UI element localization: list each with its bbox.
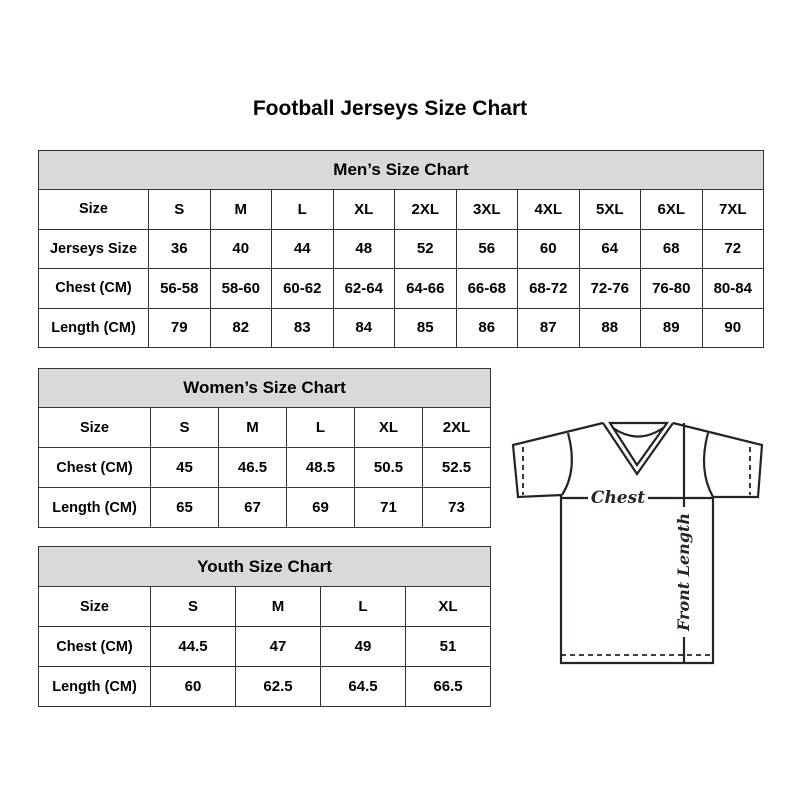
table-cell: M [218, 407, 287, 448]
table-cell: 60 [517, 228, 580, 269]
row-label: Size [38, 189, 149, 230]
table-cell: 40 [209, 228, 272, 269]
row-label: Size [38, 407, 151, 448]
table-cell: 60-62 [271, 268, 334, 309]
table-cell: 88 [578, 307, 641, 348]
table-cell: 48.5 [286, 447, 355, 488]
table-cell: 73 [422, 487, 491, 528]
table-cell: 62.5 [235, 666, 321, 707]
table-cell: 49 [320, 626, 406, 667]
table-cell: 85 [394, 307, 457, 348]
youth-size-table: Youth Size Chart Size S M L XL Chest (CM) 44.5 4… [38, 546, 491, 707]
table-cell: 69 [286, 487, 355, 528]
table-row: Size S M L XL 2XL 3XL 4XL 5XL 6XL 7XL [38, 189, 764, 230]
table-heading: Men’s Size Chart [38, 150, 764, 190]
table-row: Length (CM) 65 67 69 71 73 [38, 487, 491, 528]
table-cell: 80-84 [701, 268, 764, 309]
row-label: Jerseys Size [38, 228, 149, 269]
table-row: Length (CM) 60 62.5 64.5 66.5 [38, 666, 491, 707]
table-cell: 36 [148, 228, 211, 269]
page-title: Football Jerseys Size Chart [252, 97, 528, 120]
table-cell: 66-68 [455, 268, 518, 309]
table-cell: 44 [271, 228, 334, 269]
table-cell: 60 [150, 666, 236, 707]
table-cell: 76-80 [640, 268, 703, 309]
front-length-label: Front Length [674, 513, 693, 632]
table-cell: XL [354, 407, 423, 448]
table-cell: 79 [148, 307, 211, 348]
table-cell: 2XL [422, 407, 491, 448]
table-cell: XL [332, 189, 395, 230]
womens-size-table: Women’s Size Chart Size S M L XL 2XL Chest (CM)… [38, 368, 491, 528]
row-label: Length (CM) [38, 307, 149, 348]
table-cell: 90 [701, 307, 764, 348]
table-cell: 68-72 [517, 268, 580, 309]
row-label: Chest (CM) [38, 447, 151, 488]
table-cell: 86 [455, 307, 518, 348]
table-cell: 82 [209, 307, 272, 348]
table-cell: 6XL [640, 189, 703, 230]
table-row: Size S M L XL [38, 586, 491, 627]
chest-label: Chest [591, 488, 645, 508]
jersey-outline [511, 421, 764, 665]
table-cell: 56-58 [148, 268, 211, 309]
table-cell: 52.5 [422, 447, 491, 488]
table-cell: 62-64 [332, 268, 395, 309]
table-heading: Women’s Size Chart [38, 368, 491, 408]
row-label: Size [38, 586, 151, 627]
table-cell: 47 [235, 626, 321, 667]
table-row: Length (CM) 79 82 83 84 85 86 87 88 89 90 [38, 307, 764, 348]
mens-size-table: Men’s Size Chart Size S M L XL 2XL 3XL 4XL 5XL 6XL… [38, 150, 764, 348]
table-cell: 64.5 [320, 666, 406, 707]
table-cell: S [150, 586, 236, 627]
table-cell: M [235, 586, 321, 627]
table-cell: 68 [640, 228, 703, 269]
table-cell: L [320, 586, 406, 627]
table-cell: 71 [354, 487, 423, 528]
table-row: Jerseys Size 36 40 44 48 52 56 60 64 68 72 [38, 228, 764, 269]
table-cell: 48 [332, 228, 395, 269]
table-cell: 66.5 [405, 666, 491, 707]
table-cell: L [286, 407, 355, 448]
table-cell: XL [405, 586, 491, 627]
table-cell: 5XL [578, 189, 641, 230]
row-label: Chest (CM) [38, 626, 151, 667]
table-cell: 44.5 [150, 626, 236, 667]
table-cell: L [271, 189, 334, 230]
table-cell: 72-76 [578, 268, 641, 309]
table-cell: 67 [218, 487, 287, 528]
row-label: Length (CM) [38, 487, 151, 528]
table-cell: 65 [150, 487, 219, 528]
table-row: Chest (CM) 45 46.5 48.5 50.5 52.5 [38, 447, 491, 488]
table-row: Chest (CM) 44.5 47 49 51 [38, 626, 491, 667]
table-cell: 45 [150, 447, 219, 488]
table-heading: Youth Size Chart [38, 546, 491, 587]
table-cell: 84 [332, 307, 395, 348]
table-cell: 51 [405, 626, 491, 667]
table-row: Size S M L XL 2XL [38, 407, 491, 448]
table-cell: 50.5 [354, 447, 423, 488]
table-cell: 87 [517, 307, 580, 348]
table-cell: 7XL [701, 189, 764, 230]
